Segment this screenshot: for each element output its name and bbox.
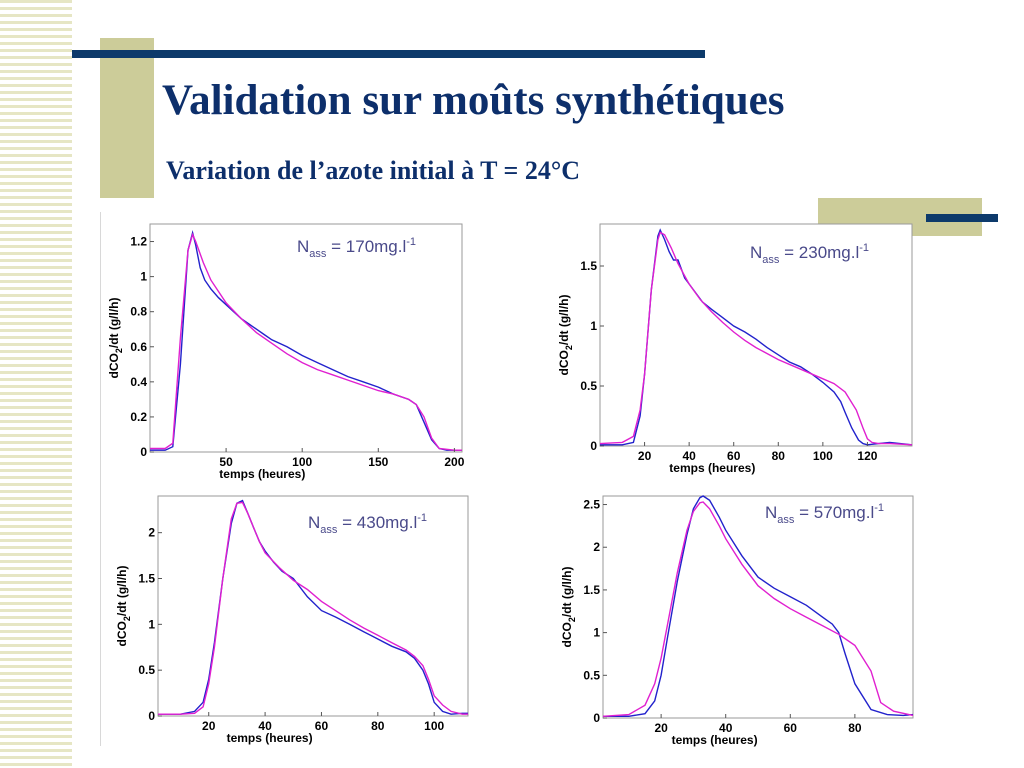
n430-xtick-label: 60 (315, 719, 329, 733)
n570-ytick-label: 2 (593, 540, 600, 554)
n570-plot-area (602, 495, 914, 719)
n170-ytick-label: 0 (140, 445, 147, 459)
top-accent-bar (72, 50, 705, 58)
n230-model-curve (599, 231, 913, 446)
n170-ytick-label: 0.4 (130, 375, 147, 389)
n570-ytick-label: 1.5 (583, 583, 600, 597)
n230-plot-area (599, 223, 913, 447)
n170-xtick-label: 150 (368, 455, 388, 469)
chart-n430: 20 40 60 80 100 0 0.5 1 1.5 2 temps (heures) dCO2/d… (102, 490, 472, 748)
n570-measured-curve (603, 495, 914, 718)
chart-n230-svg: 20 40 60 80 100 120 0 0.5 1 1.5 temps (heures) dCO2… (557, 223, 913, 475)
n430-xtick-label: 40 (258, 719, 272, 733)
n570-model-curve (602, 501, 914, 717)
n170-annotation: Nass = 170mg.l-1 (297, 236, 416, 260)
n430-xtick-label: 100 (424, 719, 444, 733)
right-accent-bar (926, 214, 998, 222)
n230-xtick-label: 20 (638, 449, 652, 463)
n570-xtick-label: 40 (719, 721, 733, 735)
n170-xtick-label: 50 (219, 455, 233, 469)
n430-xtick-label: 80 (371, 719, 385, 733)
n230-xtick-label: 40 (682, 449, 696, 463)
chart-n430-svg: 20 40 60 80 100 0 0.5 1 1.5 2 temps (heures) dCO2/d… (115, 495, 469, 745)
n430-annotation: Nass = 430mg.l-1 (308, 512, 427, 536)
slide-subtitle: Variation de l’azote initial à T = 24°C (166, 156, 581, 185)
n570-ytick-label: 0.5 (583, 668, 600, 682)
n430-ylabel: dCO2/dt (g/l/h) (115, 565, 132, 646)
n230-xlabel: temps (heures) (669, 461, 755, 475)
chart-n570: 20 40 60 80 0 0.5 1 1.5 2 2.5 temps (heures) dCO2/d… (553, 490, 918, 748)
chart-n170: 50 100 150 200 0 0.2 0.4 0.6 0.8 1 1.2 temps (heure… (102, 218, 470, 481)
n230-xtick-label: 120 (857, 449, 877, 463)
n430-xlabel: temps (heures) (227, 731, 313, 745)
n230-xtick-label: 80 (772, 449, 786, 463)
n570-annotation: Nass = 570mg.l-1 (765, 502, 884, 526)
n570-ytick-label: 1 (593, 626, 600, 640)
n230-ytick-label: 0.5 (580, 379, 597, 393)
n230-ytick-label: 1.5 (580, 259, 597, 273)
n170-ytick-label: 0.8 (130, 305, 147, 319)
left-decorative-stripes (0, 0, 72, 768)
n170-ytick-label: 0.2 (130, 410, 147, 424)
n570-ytick-label: 0 (593, 711, 600, 725)
n230-annotation: Nass = 230mg.l-1 (750, 242, 869, 266)
n430-ytick-label: 1 (148, 617, 155, 631)
n430-model-curve (158, 501, 468, 715)
figure-border (100, 212, 101, 746)
chart-n170-svg: 50 100 150 200 0 0.2 0.4 0.6 0.8 1 1.2 temps (heure… (107, 223, 465, 481)
n430-xtick-label: 20 (202, 719, 216, 733)
n430-ytick-label: 2 (148, 526, 155, 540)
n170-xtick-label: 100 (292, 455, 312, 469)
n570-xtick-label: 20 (654, 721, 668, 735)
chart-n570-svg: 20 40 60 80 0 0.5 1 1.5 2 2.5 temps (heures) dCO2/d… (560, 495, 914, 747)
n230-ytick-label: 0 (590, 439, 597, 453)
chart-n230: 20 40 60 80 100 120 0 0.5 1 1.5 temps (heures) dCO2… (557, 218, 920, 480)
n170-model-curve (150, 232, 462, 451)
n570-xtick-label: 80 (848, 721, 862, 735)
n430-ytick-label: 0 (148, 709, 155, 723)
n230-xtick-label: 100 (813, 449, 833, 463)
olive-accent-block (100, 38, 154, 198)
n230-ylabel: dCO2/dt (g/l/h) (557, 294, 574, 375)
n170-plot-area (149, 223, 463, 453)
n170-ytick-label: 1.2 (130, 235, 147, 249)
n170-xlabel: temps (heures) (219, 467, 305, 481)
n570-ytick-label: 2.5 (583, 498, 600, 512)
n170-ytick-label: 1 (140, 270, 147, 284)
n230-ytick-label: 1 (590, 319, 597, 333)
n230-xtick-label: 60 (727, 449, 741, 463)
n430-ytick-label: 0.5 (138, 663, 155, 677)
n570-xtick-label: 60 (784, 721, 798, 735)
n570-xlabel: temps (heures) (672, 733, 758, 747)
slide-title: Validation sur moûts synthétiques (162, 77, 785, 124)
n170-ytick-label: 0.6 (130, 340, 147, 354)
n170-xtick-label: 200 (444, 455, 464, 469)
n170-ylabel: dCO2/dt (g/l/h) (107, 297, 124, 378)
n570-ylabel: dCO2/dt (g/l/h) (560, 566, 577, 647)
n430-ytick-label: 1.5 (138, 572, 155, 586)
